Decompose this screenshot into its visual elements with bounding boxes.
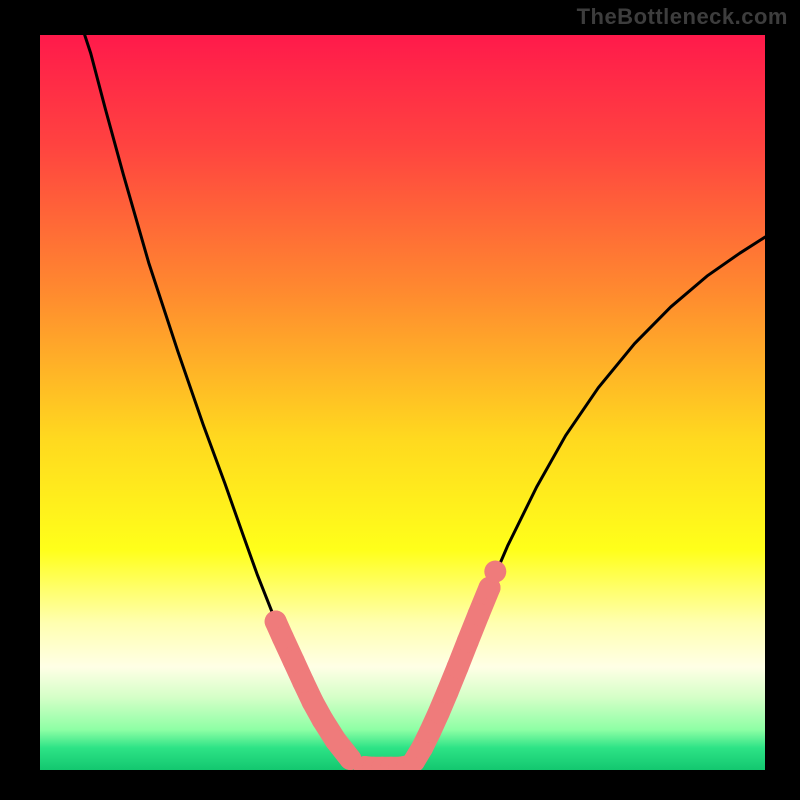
watermark-text: TheBottleneck.com xyxy=(577,4,788,30)
marker-right-dot xyxy=(447,656,469,678)
chart-frame: TheBottleneck.com xyxy=(0,0,800,800)
chart-svg xyxy=(40,35,765,770)
marker-left-dot xyxy=(292,671,314,693)
marker-right-dot xyxy=(468,603,490,625)
marker-left-dot xyxy=(272,627,294,649)
marker-right-outlier xyxy=(484,561,506,583)
marker-left-dot xyxy=(312,709,334,731)
marker-right-dot xyxy=(436,681,458,703)
marker-right-dot xyxy=(419,721,441,743)
marker-right-dot xyxy=(457,630,479,652)
marker-left-dot xyxy=(325,730,347,752)
plot-area xyxy=(40,35,765,770)
gradient-background xyxy=(40,35,765,770)
marker-right-dot xyxy=(428,702,450,724)
marker-left-dot xyxy=(283,650,305,672)
